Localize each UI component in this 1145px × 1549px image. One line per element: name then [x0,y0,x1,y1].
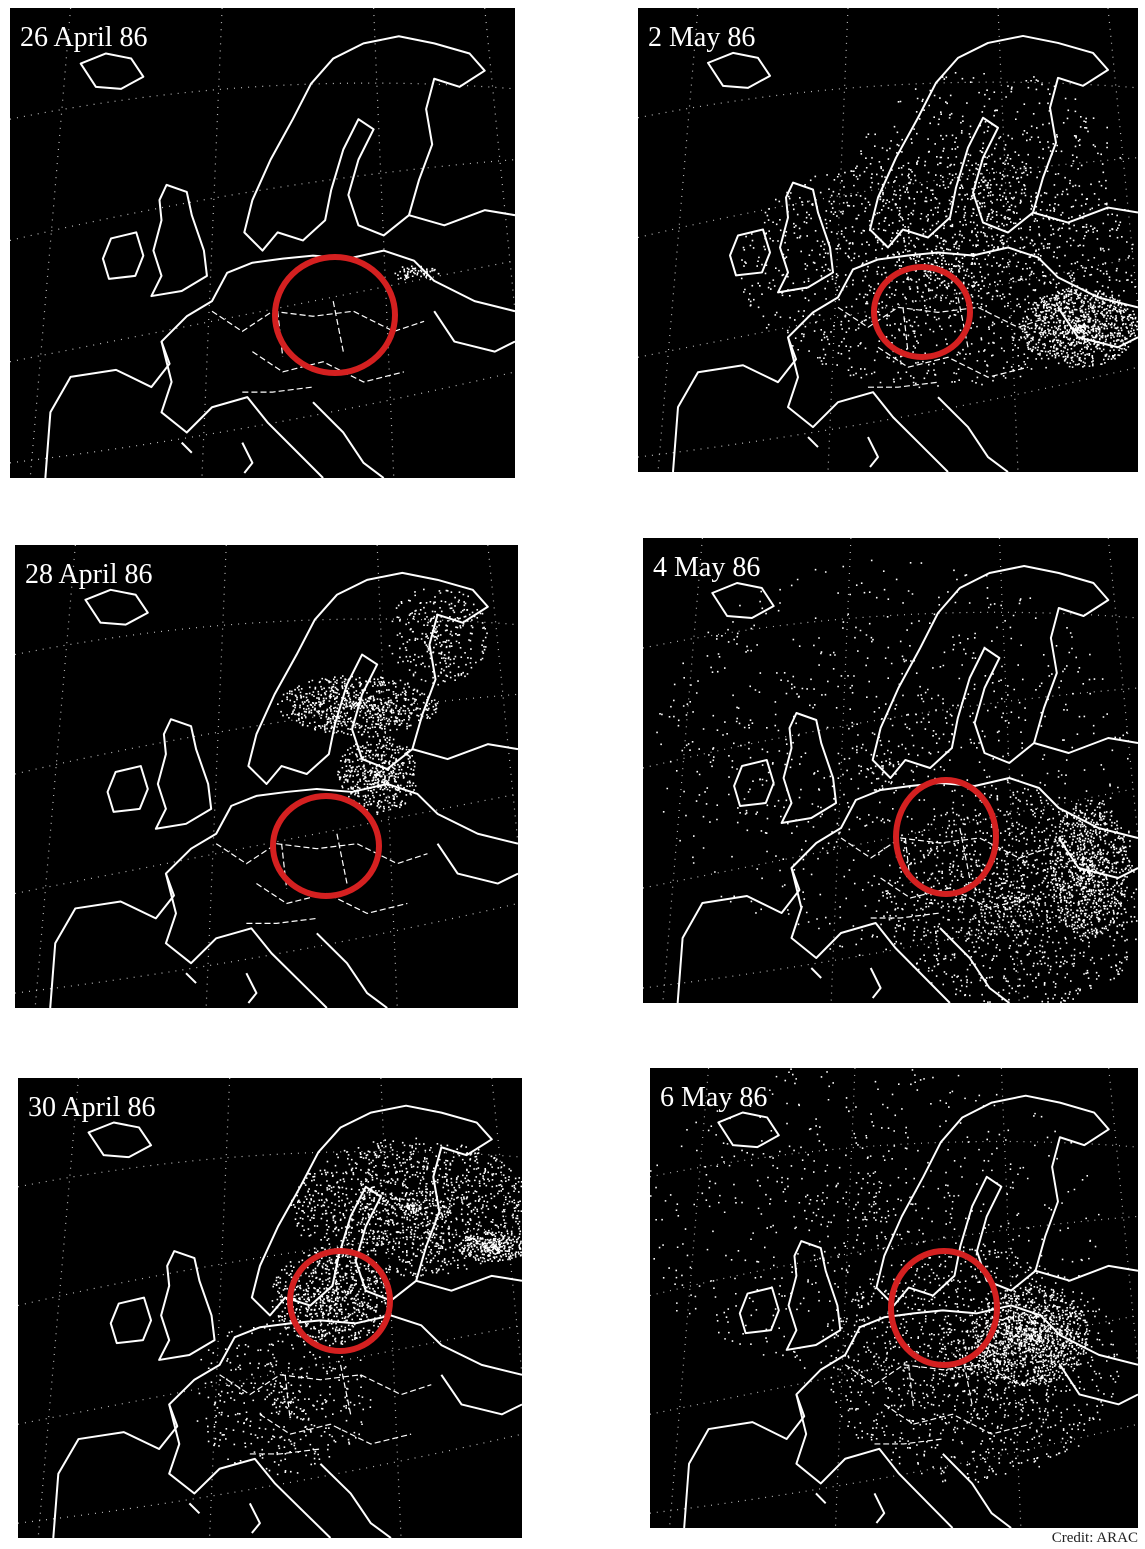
figure: Credit: ARAC 26 April 86 2 May 86 28 April… [0,0,1145,1549]
map-panel: 28 April 86 [15,545,518,1008]
credit: Credit: ARAC [1052,1530,1138,1546]
map-panel: 4 May 86 [643,538,1138,1003]
map-panel: 2 May 86 [638,8,1138,472]
panel-date: 2 May 86 [648,22,755,53]
panel-background [15,545,518,1008]
map-panel: 6 May 86 [650,1068,1138,1528]
panel-background [638,8,1138,472]
panel-date: 26 April 86 [20,22,148,53]
panel-date: 6 May 86 [660,1082,767,1113]
map-panel: 30 April 86 [18,1078,523,1538]
panel-background [18,1078,522,1538]
map-panel: 26 April 86 [10,8,515,478]
panel-background [10,8,515,478]
panel-date: 28 April 86 [25,559,153,590]
panel-date: 4 May 86 [653,552,760,583]
panel-background [643,538,1138,1003]
panel-date: 30 April 86 [28,1092,156,1123]
